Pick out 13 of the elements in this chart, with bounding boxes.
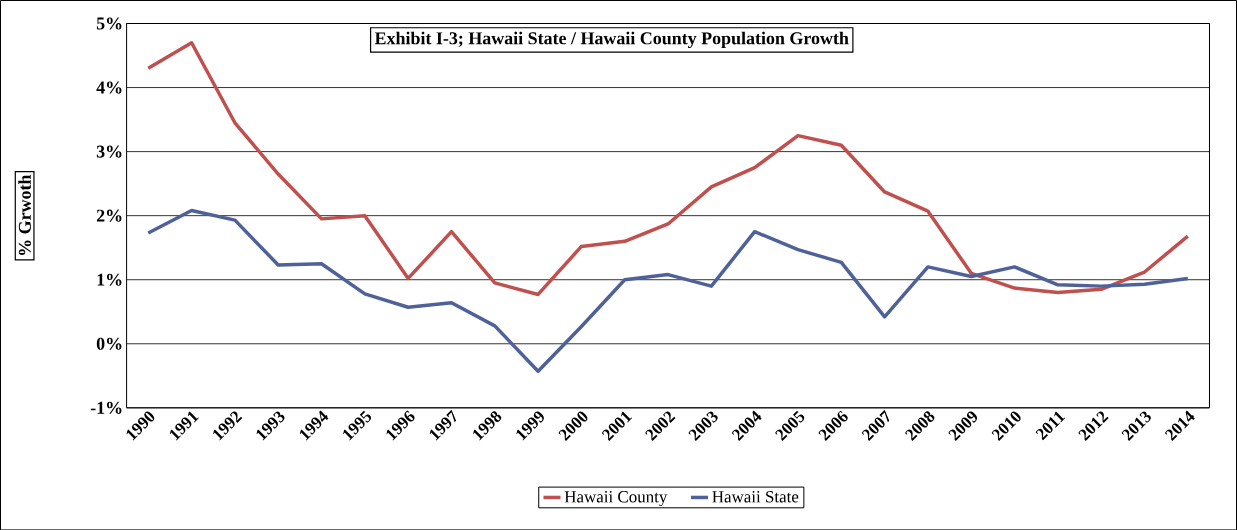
x-tick-label: 2011 bbox=[1035, 411, 1066, 441]
y-tick-label: 1% bbox=[97, 273, 122, 286]
line-series bbox=[146, 208, 1190, 373]
legend-label: Hawaii County bbox=[564, 490, 668, 506]
y-tick-label: 2% bbox=[96, 209, 122, 222]
legend-label: Hawaii State bbox=[712, 490, 799, 503]
y-tick-label: 3% bbox=[96, 145, 122, 158]
y-tick-label: 0% bbox=[96, 337, 122, 350]
chart-title: Exhibit I-3; Hawaii State / Hawaii County Population Growth bbox=[374, 31, 849, 48]
y-tick-label: 4% bbox=[96, 81, 122, 94]
y-tick-label: 5% bbox=[96, 17, 122, 30]
y-axis-title: % Grwoth bbox=[18, 174, 31, 255]
y-tick-label: -1% bbox=[90, 401, 122, 414]
